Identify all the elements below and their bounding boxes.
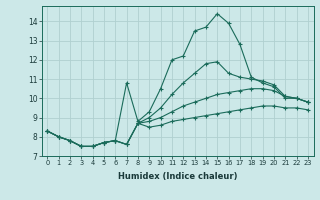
X-axis label: Humidex (Indice chaleur): Humidex (Indice chaleur): [118, 172, 237, 181]
